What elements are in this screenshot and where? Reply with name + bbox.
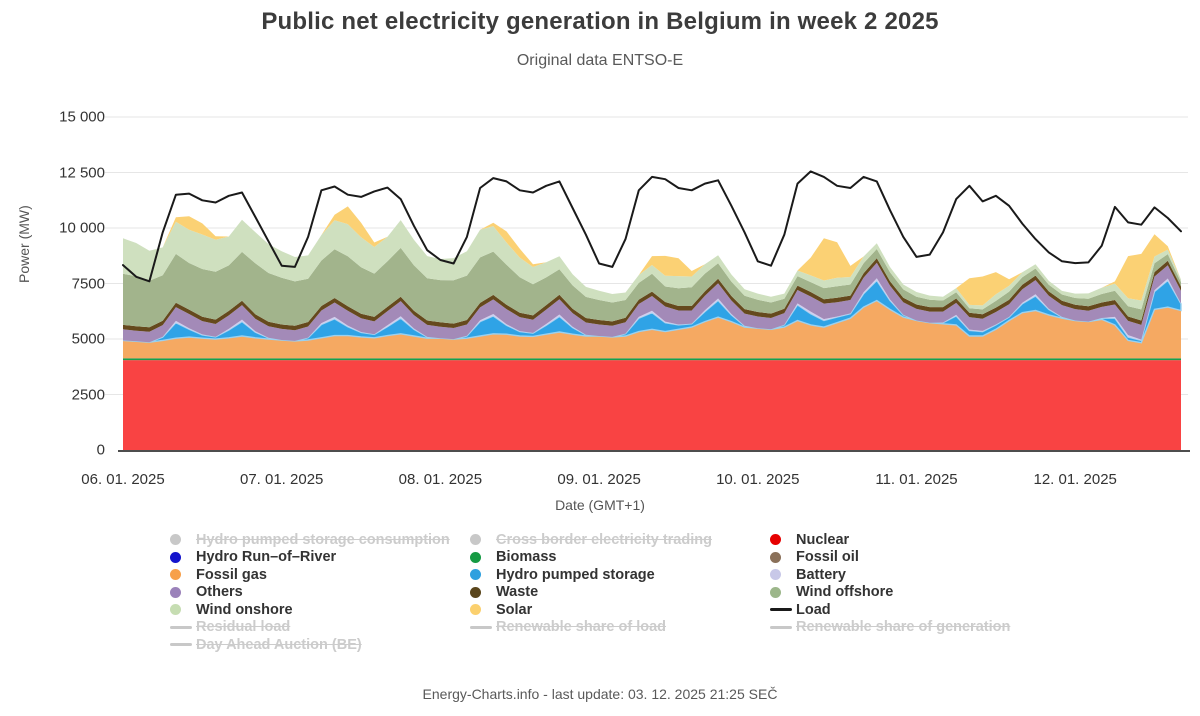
legend-line-icon xyxy=(770,608,794,612)
legend-column: Nuclear Fossil oil Battery Wind offshore Loa… xyxy=(770,531,1010,636)
legend-line-icon xyxy=(470,625,494,629)
page-title: Public net electricity generation in Bel… xyxy=(261,8,939,35)
legend-label: Hydro Run–of–River xyxy=(196,549,337,566)
legend-line-icon xyxy=(170,643,194,647)
footer-note: Energy-Charts.info - last update: 03. 12… xyxy=(422,686,778,702)
y-tick-label: 0 xyxy=(96,441,105,459)
y-tick-label: 5000 xyxy=(71,330,105,348)
x-tick-label: 08. 01. 2025 xyxy=(398,471,483,488)
legend-label: Solar xyxy=(496,601,533,618)
legend-label: Waste xyxy=(496,584,539,601)
legend-item-waste[interactable]: Waste xyxy=(470,584,712,602)
legend-label: Wind offshore xyxy=(796,584,894,601)
area-wind-onshore[interactable] xyxy=(123,219,1181,310)
y-axis-title: Power (MW) xyxy=(16,205,32,283)
legend-item-hydro-pumped-storage-consumption[interactable]: Hydro pumped storage consumption xyxy=(170,531,450,549)
legend-label: Renewable share of load xyxy=(496,619,667,636)
x-tick-label: 10. 01. 2025 xyxy=(716,471,800,488)
legend-dot-icon xyxy=(770,586,794,598)
legend-item-fossil-gas[interactable]: Fossil gas xyxy=(170,566,450,584)
chart-subtitle: Original data ENTSO-E xyxy=(516,52,684,69)
legend-dot-icon xyxy=(770,569,794,581)
legend-item-solar[interactable]: Solar xyxy=(470,601,712,619)
legend-label: Day Ahead Auction (BE) xyxy=(196,636,362,653)
legend-item-hydro-pumped-storage[interactable]: Hydro pumped storage xyxy=(470,566,712,584)
legend-dot-icon xyxy=(170,551,194,563)
x-tick-label: 11. 01. 2025 xyxy=(875,471,958,488)
x-tick-label: 12. 01. 2025 xyxy=(1033,471,1117,488)
area-nuclear[interactable] xyxy=(123,360,1181,450)
legend-dot-icon xyxy=(170,534,194,546)
legend-dot-icon xyxy=(170,569,194,581)
legend-item-cross-border-electricity-trading[interactable]: Cross border electricity trading xyxy=(470,531,712,549)
legend-label: Biomass xyxy=(496,549,557,566)
legend-line-icon xyxy=(170,625,194,629)
legend-dot-icon xyxy=(470,569,494,581)
legend-dot-icon xyxy=(470,586,494,598)
legend-item-day-ahead-auction-be-[interactable]: Day Ahead Auction (BE) xyxy=(170,636,450,654)
area-wind-offshore[interactable] xyxy=(123,247,1181,328)
y-tick-label: 15 000 xyxy=(59,108,105,126)
legend-label: Hydro pumped storage xyxy=(496,566,655,583)
legend-item-residual-load[interactable]: Residual load xyxy=(170,619,450,637)
legend-item-renewable-share-of-generation[interactable]: Renewable share of generation xyxy=(770,619,1010,637)
y-tick-label: 12 500 xyxy=(59,164,105,181)
y-tick-label: 7500 xyxy=(71,275,105,292)
legend-label: Others xyxy=(196,584,243,601)
legend-dot-icon xyxy=(170,604,194,616)
legend-item-nuclear[interactable]: Nuclear xyxy=(770,531,1010,549)
legend-line-icon xyxy=(770,625,794,629)
legend-item-hydro-run-of-river[interactable]: Hydro Run–of–River xyxy=(170,549,450,567)
legend-dot-icon xyxy=(470,604,494,616)
x-tick-label: 07. 01. 2025 xyxy=(239,471,324,488)
legend-item-others[interactable]: Others xyxy=(170,584,450,602)
legend-item-wind-offshore[interactable]: Wind offshore xyxy=(770,584,1010,602)
legend-dot-icon xyxy=(770,551,794,563)
legend-label: Cross border electricity trading xyxy=(496,531,712,548)
legend-label: Wind onshore xyxy=(196,601,293,618)
legend-label: Residual load xyxy=(196,619,291,636)
legend-column: Cross border electricity trading Biomass H… xyxy=(470,531,712,636)
legend-item-fossil-oil[interactable]: Fossil oil xyxy=(770,549,1010,567)
y-tick-label: 10 000 xyxy=(59,219,105,237)
legend-item-load[interactable]: Load xyxy=(770,601,1010,619)
x-axis-title: Date (GMT+1) xyxy=(555,497,645,513)
legend-item-biomass[interactable]: Biomass xyxy=(470,549,712,567)
x-tick-label: 06. 01. 2025 xyxy=(81,471,165,488)
legend-label: Renewable share of generation xyxy=(796,619,1011,636)
area-waste[interactable] xyxy=(123,258,1181,332)
legend-label: Battery xyxy=(796,566,846,583)
legend-dot-icon xyxy=(470,551,494,563)
legend-label: Load xyxy=(796,601,831,618)
legend-item-renewable-share-of-load[interactable]: Renewable share of load xyxy=(470,619,712,637)
legend-item-battery[interactable]: Battery xyxy=(770,566,1010,584)
line-load[interactable] xyxy=(122,170,1182,283)
legend-label: Fossil gas xyxy=(196,566,267,583)
area-biomass[interactable] xyxy=(123,358,1181,361)
area-battery[interactable] xyxy=(123,278,1181,343)
area-others[interactable] xyxy=(123,262,1181,343)
y-tick-label: 2500 xyxy=(71,386,105,403)
legend-dot-icon xyxy=(470,534,494,546)
x-tick-label: 09. 01. 2025 xyxy=(557,471,641,488)
legend-label: Fossil oil xyxy=(796,549,859,566)
legend-dot-icon xyxy=(770,534,794,546)
legend-column: Hydro pumped storage consumption Hydro Ru… xyxy=(170,531,450,654)
legend-label: Nuclear xyxy=(796,531,850,548)
legend-dot-icon xyxy=(170,586,194,598)
legend-item-wind-onshore[interactable]: Wind onshore xyxy=(170,601,450,619)
legend-label: Hydro pumped storage consumption xyxy=(196,531,450,548)
